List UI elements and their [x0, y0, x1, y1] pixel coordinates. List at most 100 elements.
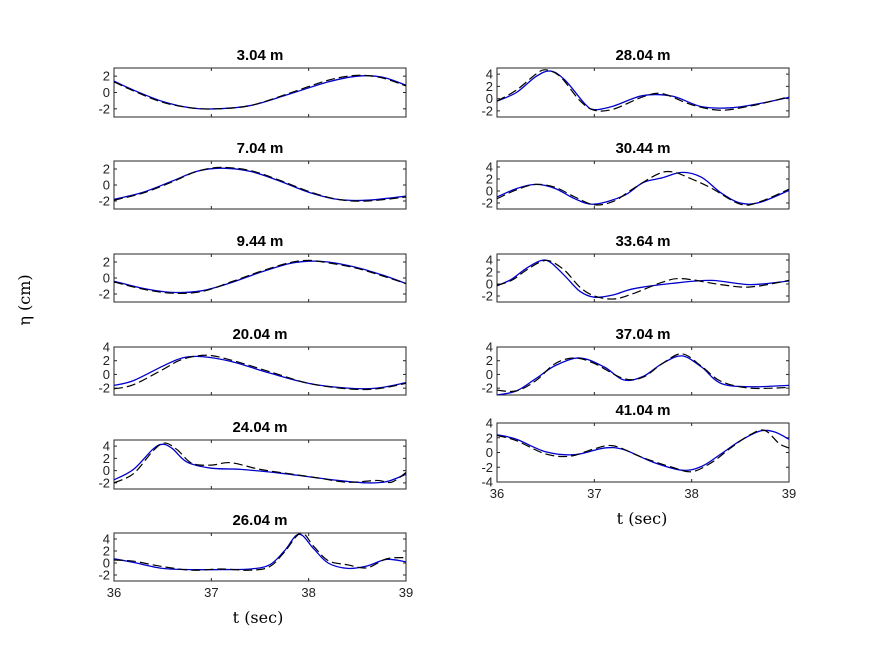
model-line [497, 70, 789, 111]
y-tick-label: -2 [481, 196, 493, 211]
model-line [497, 259, 789, 298]
plot-frame [113, 160, 407, 210]
y-tick-label: -2 [98, 381, 110, 396]
model-line [114, 355, 406, 390]
plot-frame [113, 346, 407, 396]
y-tick-label: 2 [486, 353, 493, 368]
y-tick-label: 0 [103, 367, 110, 382]
y-tick-label: 2 [103, 162, 110, 177]
measured-line [114, 166, 406, 202]
plot-frame [113, 253, 407, 303]
y-tick-label: 0 [103, 271, 110, 286]
model-line [497, 429, 789, 472]
panel-title: 30.44 m [615, 140, 670, 157]
y-tick-label: -2 [481, 103, 493, 118]
measured-line [497, 170, 789, 206]
panel: 9.44 m -202 [98, 233, 407, 303]
y-tick-label: 2 [103, 69, 110, 84]
y-tick-label: 4 [486, 67, 493, 82]
y-tick-label: 2 [486, 430, 493, 445]
y-tick-label: 4 [103, 439, 110, 454]
plot-frame [496, 67, 790, 118]
y-tick-label: 2 [103, 353, 110, 368]
x-tick-label: 38 [684, 486, 698, 501]
model-line [114, 443, 406, 484]
x-tick-label: 39 [399, 585, 413, 600]
x-tick-label: 36 [490, 486, 504, 501]
plot-frame [496, 253, 790, 303]
y-tick-label: -2 [98, 194, 110, 209]
panel-title: 26.04 m [232, 512, 287, 529]
y-tick-label: 0 [486, 277, 493, 292]
measured-line [497, 69, 789, 112]
panel-title: 33.64 m [615, 233, 670, 250]
panel: 3.04 m -202 [98, 47, 407, 118]
y-tick-label: 4 [486, 160, 493, 175]
panel: 7.04 m -202 [98, 140, 407, 210]
y-tick-label: 0 [103, 178, 110, 193]
y-tick-label: -2 [481, 289, 493, 304]
panel-title: 24.04 m [232, 419, 287, 436]
measured-line [114, 442, 406, 484]
y-tick-label: -2 [481, 381, 493, 396]
measured-line [114, 354, 406, 391]
model-line [114, 260, 406, 294]
y-tick-label: 2 [486, 172, 493, 187]
panel-title: 9.44 m [237, 233, 284, 250]
measured-line [114, 533, 406, 571]
plot-frame [113, 532, 407, 582]
y-tick-label: 4 [103, 532, 110, 547]
y-tick-label: -2 [98, 568, 110, 583]
y-tick-label: 0 [486, 445, 493, 460]
y-tick-label: 0 [486, 91, 493, 106]
y-tick-label: 4 [486, 253, 493, 268]
x-tick-label: 38 [301, 585, 315, 600]
x-axis-label-right: t (sec) [617, 509, 668, 528]
y-tick-label: -2 [481, 460, 493, 475]
y-tick-label: 2 [486, 79, 493, 94]
measured-line [497, 259, 789, 300]
measured-line [497, 353, 789, 393]
plot-frame [113, 439, 407, 490]
y-tick-label: 4 [103, 340, 110, 355]
panel-title: 3.04 m [237, 47, 284, 64]
measured-line [497, 429, 789, 473]
x-axis-label-left: t (sec) [233, 608, 284, 627]
y-tick-label: 0 [103, 463, 110, 478]
x-tick-label: 39 [782, 486, 796, 501]
y-tick-label: 2 [103, 451, 110, 466]
panel-title: 41.04 m [615, 402, 670, 419]
x-tick-label: 37 [587, 486, 601, 501]
y-tick-label: -2 [98, 475, 110, 490]
panel-title: 7.04 m [237, 140, 284, 157]
y-axis-label: η (cm) [15, 274, 34, 325]
y-tick-label: 4 [486, 416, 493, 431]
y-tick-label: 4 [486, 340, 493, 355]
x-tick-label: 36 [107, 585, 121, 600]
plot-frame [496, 422, 790, 483]
y-tick-label: 0 [486, 367, 493, 382]
y-tick-label: 2 [486, 265, 493, 280]
y-tick-label: 0 [103, 556, 110, 571]
x-tick-label: 37 [204, 585, 218, 600]
y-tick-label: 0 [486, 184, 493, 199]
panel-title: 28.04 m [615, 47, 670, 64]
y-tick-label: 2 [103, 255, 110, 270]
y-tick-label: -2 [98, 101, 110, 116]
y-tick-label: -2 [98, 287, 110, 302]
panel-title: 37.04 m [615, 326, 670, 343]
panel-title: 20.04 m [232, 326, 287, 343]
y-tick-label: 0 [103, 85, 110, 100]
y-tick-label: 2 [103, 544, 110, 559]
measured-line [114, 259, 406, 294]
